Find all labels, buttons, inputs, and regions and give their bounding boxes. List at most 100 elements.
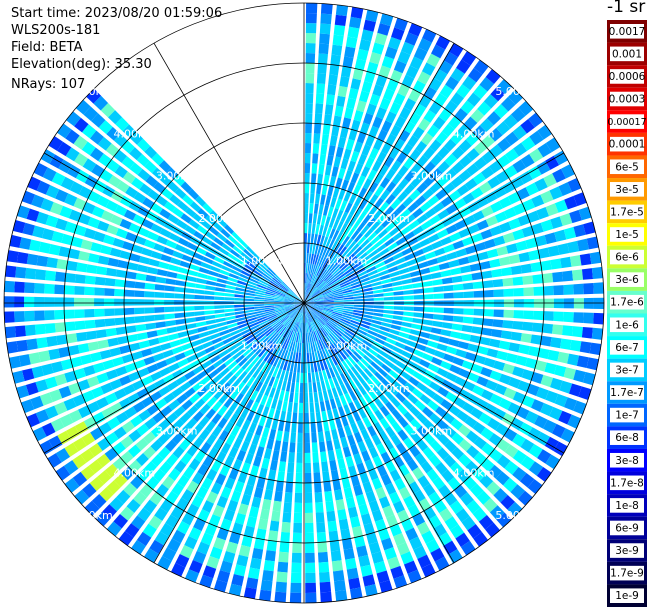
range-gate-cell [235, 242, 246, 252]
range-gate-cell [265, 550, 276, 562]
range-gate-cell [200, 336, 211, 344]
range-gate-cell [277, 561, 289, 573]
range-gate-cell [313, 297, 324, 301]
range-gate-cell [260, 579, 273, 592]
range-gate-cell [229, 401, 239, 412]
range-gate-cell [198, 355, 210, 364]
range-gate-cell [285, 318, 293, 328]
range-gate-cell [573, 400, 587, 415]
range-gate-cell [198, 416, 210, 428]
range-gate-cell [440, 329, 452, 337]
range-gate-cell [352, 336, 362, 345]
range-gate-cell [459, 154, 473, 168]
range-gate-cell [381, 252, 392, 261]
range-gate-cell [426, 468, 439, 482]
range-gate-cell [318, 339, 324, 350]
range-gate-cell [286, 319, 294, 329]
range-gate-cell [288, 309, 297, 316]
range-gate-cell [547, 349, 560, 362]
range-gate-cell [421, 132, 434, 146]
range-gate-cell [390, 434, 402, 446]
range-gate-cell [573, 369, 586, 383]
range-gate-cell [279, 410, 287, 422]
range-gate-cell [387, 355, 398, 364]
range-gate-cell [314, 254, 319, 265]
range-gate-cell [316, 361, 322, 372]
colorbar-label-box [610, 498, 644, 513]
colorbar-tick-label: 3e-5 [615, 184, 639, 196]
range-gate-cell [308, 273, 312, 284]
range-gate-cell [450, 331, 462, 339]
range-gate-cell [362, 339, 373, 348]
range-gate-cell [174, 312, 185, 319]
range-gate-cell [310, 342, 314, 353]
colorbar-label-box [610, 91, 644, 107]
range-gate-cell [406, 458, 419, 472]
range-ring-label: 1.00km [241, 255, 283, 268]
range-gate-cell [368, 446, 379, 459]
range-gate-cell [328, 217, 336, 228]
range-gate-cell [264, 293, 275, 298]
range-gate-cell [167, 333, 179, 341]
range-gate-cell [493, 235, 506, 246]
range-gate-cell [209, 354, 221, 364]
range-gate-cell [230, 364, 241, 374]
range-gate-cell [163, 373, 175, 384]
range-gate-cell [240, 440, 250, 453]
range-gate-cell [403, 295, 414, 300]
range-gate-cell [355, 249, 366, 258]
range-gate-cell [234, 294, 245, 298]
range-gate-cell [237, 342, 248, 351]
range-gate-cell [313, 472, 321, 483]
range-gate-cell [272, 377, 279, 389]
range-gate-cell [337, 85, 348, 98]
range-gate-cell [236, 381, 246, 393]
range-gate-cell [150, 250, 163, 260]
range-gate-cell [226, 280, 237, 287]
range-gate-cell [245, 289, 256, 294]
range-gate-cell [429, 214, 441, 225]
range-gate-cell [84, 298, 95, 307]
range-gate-cell [244, 363, 254, 374]
range-gate-cell [189, 263, 201, 272]
range-gate-cell [382, 505, 395, 518]
range-gate-cell [369, 147, 380, 160]
range-gate-cell [403, 411, 415, 423]
range-gate-cell [426, 53, 441, 68]
range-gate-cell [360, 239, 370, 249]
range-gate-cell [495, 423, 509, 436]
range-gate-cell [326, 409, 334, 421]
range-gate-cell [350, 243, 360, 253]
range-gate-cell [115, 117, 130, 132]
range-gate-cell [321, 270, 329, 280]
range-gate-cell [304, 173, 310, 184]
range-gate-cell [284, 303, 295, 305]
range-gate-cell [500, 495, 516, 510]
range-gate-cell [68, 248, 80, 260]
range-gate-cell [9, 355, 22, 369]
range-gate-cell [322, 293, 333, 298]
range-gate-cell [221, 243, 232, 252]
range-gate-cell [243, 248, 253, 258]
range-gate-cell [213, 389, 224, 400]
range-gate-cell [274, 346, 282, 357]
range-gate-cell [305, 93, 314, 104]
range-gate-cell [320, 215, 327, 226]
range-gate-cell [441, 322, 453, 330]
range-gate-cell [105, 200, 119, 212]
range-gate-cell [129, 147, 143, 161]
range-gate-cell [132, 401, 146, 413]
range-gate-cell [301, 322, 303, 333]
range-gate-cell [473, 290, 484, 298]
range-gate-cell [391, 319, 403, 326]
range-gate-cell [265, 396, 273, 408]
range-gate-cell [181, 399, 193, 411]
range-gate-cell [114, 317, 126, 326]
range-gate-cell [466, 92, 481, 107]
range-gate-cell [357, 440, 367, 453]
range-gate-cell [310, 183, 316, 194]
range-gate-cell [346, 567, 359, 580]
range-gate-cell [314, 319, 322, 329]
range-gate-cell [194, 398, 206, 410]
range-gate-cell [486, 248, 499, 259]
